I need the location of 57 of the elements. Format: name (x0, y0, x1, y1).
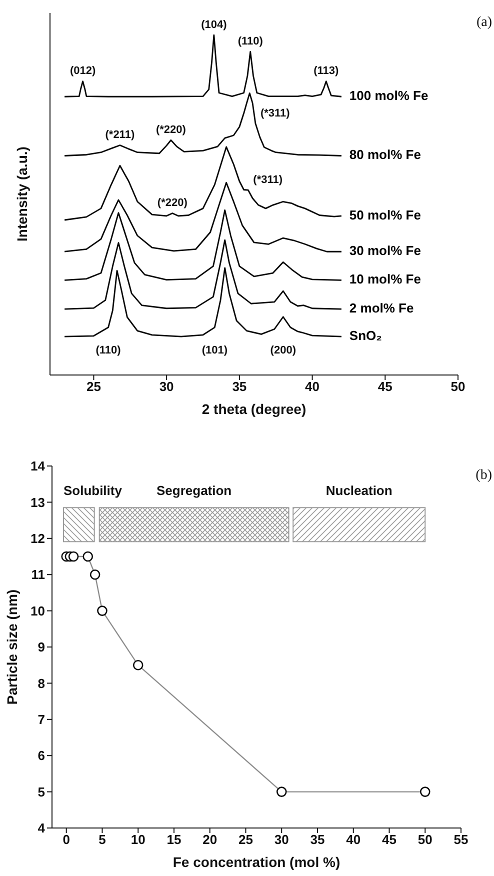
series-label: SnO₂ (349, 328, 382, 344)
annotation: (*211) (105, 129, 135, 142)
text: (a) (476, 15, 492, 31)
annotation: (200) (270, 344, 296, 356)
x-tick-label: 30 (159, 379, 174, 394)
y-tick-label: 8 (38, 676, 45, 691)
x-tick-label: 35 (232, 379, 247, 394)
series-label: 50 mol% Fe (349, 207, 421, 222)
annotation: (*311) (253, 174, 283, 186)
x-tick-label: 40 (305, 379, 320, 394)
x-tick-label: 5 (98, 832, 106, 848)
y-tick-label: 7 (38, 712, 45, 728)
annotation: (012) (70, 65, 96, 78)
y-axis-title: Particle size (nm) (3, 588, 21, 707)
x-tick-label: 20 (202, 832, 218, 848)
band-label: Segregation (156, 482, 232, 498)
x-tick-label: 0 (62, 832, 70, 848)
x-tick-label: 15 (166, 832, 182, 848)
x-tick-label: 30 (274, 832, 289, 848)
band-label: Nucleation (326, 482, 392, 498)
series-label: 100 mol% Fe (349, 88, 428, 104)
annotation: (*220) (157, 197, 188, 210)
annotation: (113) (314, 65, 339, 78)
x-axis-title: 2 theta (degree) (200, 401, 308, 417)
annotation: (*220) (156, 124, 186, 136)
series-label: 10 mol% Fe (349, 272, 421, 287)
y-tick-label: 14 (30, 458, 46, 474)
series-label: 80 mol% Fe (349, 147, 421, 162)
x-tick-label: 45 (382, 832, 396, 848)
x-axis-title: Fe concentration (mol %) (172, 854, 342, 870)
series-label: 2 mol% Fe (349, 300, 414, 316)
annotation: (104) (201, 19, 228, 31)
y-axis-title: Intensity (a.u.) (13, 146, 31, 244)
y-tick-label: 11 (31, 567, 45, 582)
x-tick-label: 35 (310, 832, 325, 848)
series-label: 30 mol% Fe (349, 243, 421, 258)
annotation: (110) (96, 344, 122, 356)
x-tick-label: 25 (238, 832, 253, 848)
y-tick-label: 12 (30, 531, 45, 546)
y-tick-label: 5 (38, 784, 45, 800)
y-tick-label: 10 (30, 603, 45, 618)
x-tick-label: 40 (346, 832, 361, 848)
y-tick-label: 4 (38, 820, 46, 836)
annotation: (*311) (260, 107, 290, 120)
y-tick-label: 6 (38, 748, 45, 764)
text: (b) (476, 468, 492, 484)
x-tick-label: 55 (454, 832, 468, 848)
annotation: (101) (202, 344, 228, 356)
x-tick-label: 50 (450, 379, 466, 394)
y-tick-label: 9 (38, 640, 45, 655)
y-tick-label: 13 (30, 494, 45, 510)
x-tick-label: 10 (130, 832, 146, 848)
annotation: (110) (238, 36, 264, 48)
x-tick-label: 25 (86, 379, 101, 394)
band-label: Solubility (63, 482, 123, 498)
x-tick-label: 45 (378, 379, 392, 394)
x-tick-label: 50 (418, 832, 432, 848)
